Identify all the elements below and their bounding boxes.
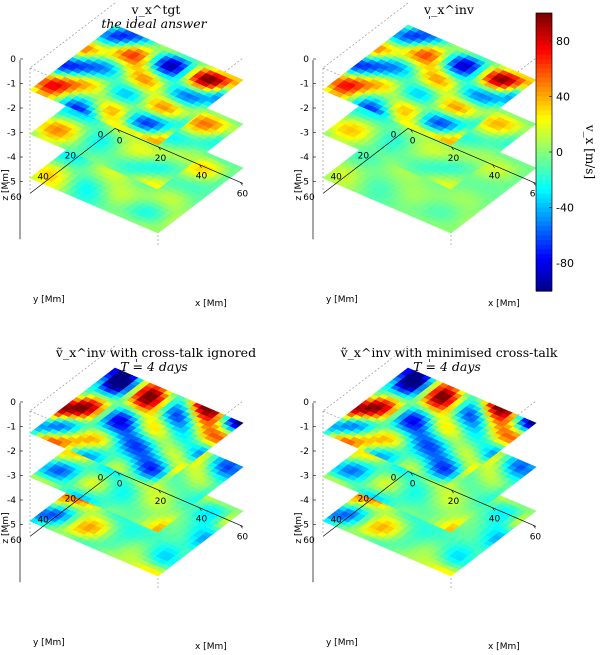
chart-title: ṽ_x^inv with cross-talk ignored: [55, 345, 256, 360]
x-tick-label: 40: [196, 172, 208, 182]
z-tick-label: -4: [300, 153, 309, 163]
z-tick-label: -3: [300, 129, 309, 139]
heat-cell: [151, 227, 163, 234]
z-axis-label: z [Mm]: [1, 169, 11, 200]
y-axis-label: y [Mm]: [326, 295, 358, 305]
y-tick-label: 40: [37, 515, 49, 525]
z-tick-label: -1: [300, 80, 309, 90]
x-tick-label: 0: [117, 480, 123, 490]
y-tick-label: 20: [65, 152, 77, 162]
z-tick-label: -2: [7, 447, 16, 457]
z-axis-label: z [Mm]: [294, 169, 304, 200]
x-tick-label: 60: [237, 189, 249, 199]
z-axis-label: z [Mm]: [1, 512, 11, 543]
z-tick-label: 0: [10, 55, 16, 65]
x-axis-label: x [Mm]: [195, 642, 227, 652]
x-tick-label: 60: [237, 532, 249, 542]
x-axis-label: x [Mm]: [488, 299, 520, 309]
y-tick-label: 60: [10, 193, 22, 203]
z-tick-label: 0: [303, 55, 309, 65]
z-tick-label: -3: [7, 129, 16, 139]
x-tick-label: 0: [117, 137, 123, 147]
y-axis-label: y [Mm]: [33, 638, 65, 648]
y-tick-label: 0: [98, 474, 104, 484]
y-axis-label: y [Mm]: [33, 295, 65, 305]
x-tick-label: 20: [155, 154, 167, 164]
box-line: [29, 2, 116, 69]
z-tick-label: -1: [7, 423, 16, 433]
z-tick-label: -3: [7, 472, 16, 482]
y-tick-label: 60: [10, 536, 22, 546]
y-tick-label: 0: [98, 131, 104, 141]
y-tick-label: 40: [37, 172, 49, 182]
y-tick-label: 20: [65, 495, 77, 505]
y-tick-label: 0: [391, 131, 397, 141]
y-tick-label: 40: [330, 172, 342, 182]
x-tick-label: 40: [196, 515, 208, 525]
layer-z-1: [29, 24, 244, 146]
x-tick-label: 20: [155, 497, 167, 507]
z-tick-label: -2: [300, 104, 309, 114]
y-tick-label: 20: [358, 152, 370, 162]
chart-title: v_x^tgt: [131, 2, 181, 17]
x-tick-label: 0: [410, 137, 416, 147]
chart-subtitle: T = 4 days: [120, 359, 188, 374]
z-tick-label: -4: [7, 496, 16, 506]
z-tick-label: 0: [10, 398, 16, 408]
chart-subtitle: the ideal answer: [101, 16, 207, 31]
z-tick-label: -4: [7, 153, 16, 163]
z-tick-label: -2: [7, 104, 16, 114]
y-tick-label: 60: [303, 193, 315, 203]
x-tick-label: 40: [489, 172, 501, 182]
x-tick-label: 20: [448, 154, 460, 164]
z-tick-label: -1: [7, 80, 16, 90]
heat-cell: [151, 183, 163, 190]
chart-title: v_x^inv: [423, 2, 475, 17]
x-axis-label: x [Mm]: [195, 299, 227, 309]
